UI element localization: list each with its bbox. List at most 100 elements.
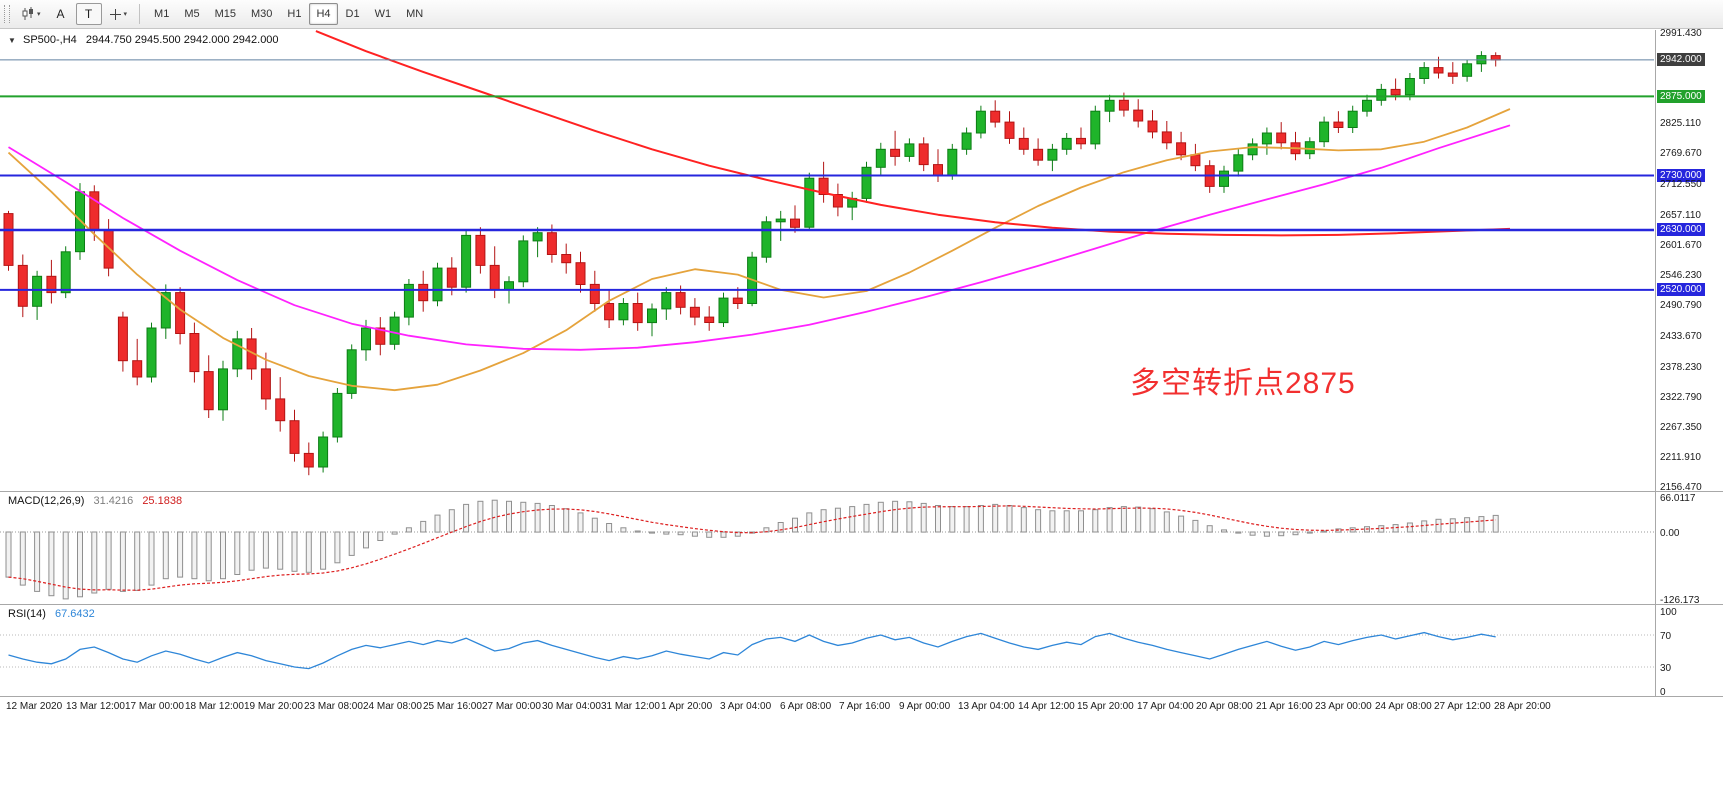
macd-histogram-bar <box>1092 509 1099 533</box>
timeframe-button-d1[interactable]: D1 <box>345 8 360 20</box>
candle-body <box>904 143 915 157</box>
timeframe-button-mn[interactable]: MN <box>406 8 424 20</box>
panel-separator[interactable] <box>0 604 1723 605</box>
candle-body <box>1033 148 1044 161</box>
macd-histogram-bar <box>720 531 727 538</box>
time-axis-label: 23 Mar 08:00 <box>304 701 363 712</box>
macd-histogram-bar <box>591 517 598 533</box>
panel-separator[interactable] <box>0 696 1723 697</box>
chart-type-button[interactable]: ▾ <box>16 3 46 25</box>
candle-body <box>1161 131 1172 144</box>
macd-histogram-bar <box>663 531 670 535</box>
chart-annotation[interactable]: 多空转折点2875 <box>1130 367 1356 400</box>
time-axis-label: 13 Mar 12:00 <box>66 701 125 712</box>
timeframe-button-h4[interactable]: H4 <box>309 3 338 25</box>
rsi-panel[interactable] <box>0 605 1655 696</box>
candle-body <box>1347 110 1358 128</box>
price-axis-label: 2601.670 <box>1660 240 1702 251</box>
timeframe-button-m15[interactable]: M15 <box>214 8 236 20</box>
candle-body <box>318 436 329 468</box>
price-axis-label: 30 <box>1660 663 1672 674</box>
candle-body <box>918 143 929 166</box>
text-annotation-button[interactable]: A <box>48 3 74 25</box>
time-axis-label: 6 Apr 08:00 <box>780 701 832 712</box>
candle-body <box>604 303 615 321</box>
timeframe-button-m5[interactable]: M5 <box>184 8 200 20</box>
panel-separator[interactable] <box>0 491 1723 492</box>
candle-body <box>675 292 686 308</box>
macd-signal-value: 25.1838 <box>142 495 183 507</box>
main-chart[interactable] <box>0 30 1655 491</box>
candle-body <box>203 371 214 411</box>
time-axis-label: 27 Mar 00:00 <box>482 701 541 712</box>
macd-histogram-bar <box>1006 505 1013 533</box>
macd-main-value: 31.4216 <box>93 495 134 507</box>
macd-histogram-bar <box>305 531 312 573</box>
macd-histogram-bar <box>420 520 427 533</box>
macd-histogram-bar <box>134 531 141 591</box>
toolbar-grip[interactable] <box>4 5 10 23</box>
candle-body <box>704 316 715 324</box>
candle-body <box>375 327 386 345</box>
text-annotation-label: A <box>56 7 65 21</box>
macd-histogram-bar <box>1421 520 1428 533</box>
macd-panel[interactable] <box>0 492 1655 604</box>
macd-histogram-bar <box>706 531 713 538</box>
macd-histogram-bar <box>1120 506 1127 533</box>
ma-magenta-line <box>8 124 1511 351</box>
candles-group <box>3 51 1501 476</box>
candle-body <box>403 283 414 318</box>
candle-body <box>1018 137 1029 150</box>
macd-histogram-bar <box>448 509 455 533</box>
candle-body <box>933 164 943 177</box>
macd-histogram-bar <box>963 506 970 533</box>
candle-body <box>146 327 157 378</box>
macd-histogram-bar <box>62 531 69 600</box>
macd-histogram-bar <box>191 531 198 580</box>
time-axis-label: 1 Apr 20:00 <box>661 701 713 712</box>
time-axis-label: 21 Apr 16:00 <box>1256 701 1313 712</box>
candle-body <box>432 267 443 302</box>
cursor-tool-button[interactable]: ▾ <box>104 3 133 25</box>
candle-body <box>1419 67 1430 79</box>
macd-histogram-bar <box>1449 518 1456 533</box>
candle-body <box>1390 88 1401 96</box>
timeframe-button-w1[interactable]: W1 <box>374 8 392 20</box>
candle-body <box>561 254 572 264</box>
macd-histogram-bar <box>1321 530 1328 533</box>
candle-body <box>1004 121 1015 139</box>
type-tool-button[interactable]: T <box>75 3 102 25</box>
macd-histogram-bar <box>1192 519 1199 533</box>
price-axis-label: 100 <box>1660 607 1677 618</box>
rsi-label: RSI(14) <box>8 608 46 620</box>
price-axis-label: 2942.000 <box>1657 53 1705 66</box>
candle-body <box>32 275 43 307</box>
macd-histogram-bar <box>863 503 870 533</box>
timeframe-button-h1[interactable]: H1 <box>287 8 302 20</box>
candle-body <box>332 392 343 438</box>
collapse-arrow-icon[interactable]: ▼ <box>8 35 16 45</box>
price-axis-label: 2520.000 <box>1657 283 1705 296</box>
macd-histogram-bar <box>563 508 570 533</box>
rsi-line <box>8 631 1496 670</box>
macd-histogram-bar <box>463 503 470 533</box>
crosshair-icon <box>109 8 121 20</box>
price-axis-label: 2156.470 <box>1660 482 1702 493</box>
macd-histogram-bar <box>806 512 813 533</box>
candle-body <box>947 148 958 177</box>
candle-body <box>575 262 586 285</box>
candle-body <box>732 297 743 305</box>
timeframe-button-m1[interactable]: M1 <box>154 8 170 20</box>
candle-body <box>589 283 600 304</box>
macd-histogram-bar <box>377 531 384 541</box>
candle-body <box>1118 99 1129 111</box>
time-axis-label: 17 Apr 04:00 <box>1137 701 1194 712</box>
time-axis-label: 3 Apr 04:00 <box>720 701 772 712</box>
candle-body <box>661 292 672 310</box>
macd-histogram-bar <box>434 514 441 533</box>
candle-body <box>1304 141 1315 155</box>
chart-header: ▼ SP500-,H4 2944.750 2945.500 2942.000 2… <box>8 34 279 46</box>
candle-body <box>861 166 872 199</box>
timeframe-button-m30[interactable]: M30 <box>251 8 273 20</box>
